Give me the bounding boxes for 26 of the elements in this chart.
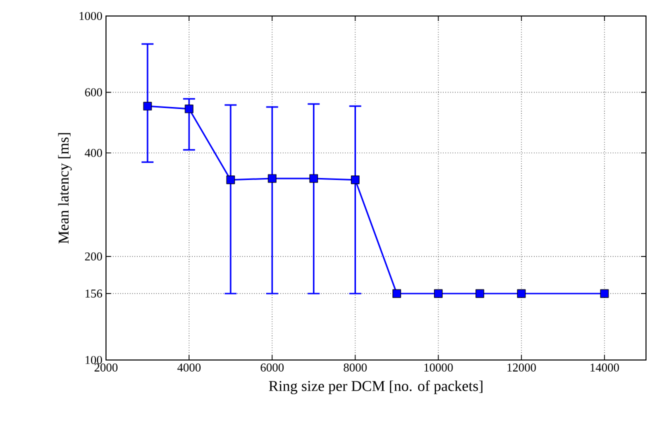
point	[392, 289, 402, 298]
y-tick-label: 200	[85, 252, 102, 260]
x-axis-title: Ring size per DCM [no. of packets]	[268, 380, 482, 394]
y-tick-label: 600	[85, 88, 102, 96]
y-tick-label: 156	[86, 290, 102, 298]
point	[226, 176, 235, 184]
point	[434, 289, 443, 298]
x-tick-label: 6000	[260, 364, 284, 372]
x-tick-label: 8000	[344, 364, 367, 372]
point	[476, 289, 484, 298]
x-tick-label: 4000	[177, 364, 201, 372]
y-axis-title: Mean latency [ms]	[58, 133, 72, 244]
x-tick-label: 2000	[94, 364, 118, 372]
point	[309, 174, 318, 183]
point	[184, 104, 194, 114]
point	[517, 289, 526, 298]
point	[350, 176, 360, 184]
y-tick-label: 100	[86, 356, 102, 364]
point	[600, 289, 609, 298]
y-tick-label: 1000	[80, 12, 102, 20]
x-tick-label: 12000	[507, 364, 536, 372]
x-tick-label: 10000	[424, 364, 453, 372]
x-tick-label: 14000	[590, 364, 619, 372]
y-tick-label: 400	[84, 148, 102, 157]
point	[268, 174, 276, 183]
point	[143, 102, 152, 110]
